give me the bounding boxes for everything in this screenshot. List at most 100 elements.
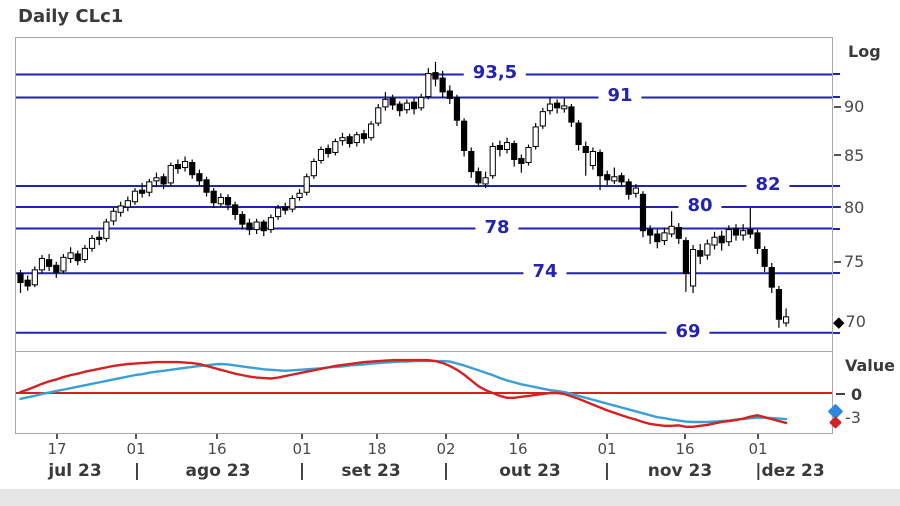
- candle-body: [425, 73, 432, 98]
- candle-body: [167, 165, 174, 184]
- candle-body: [554, 102, 561, 109]
- candle-body: [518, 157, 525, 165]
- indicator-axis-title: Value: [845, 356, 896, 375]
- candle-body: [246, 222, 253, 231]
- candle-body: [232, 204, 239, 215]
- candle-body: [353, 134, 360, 144]
- candle-body: [525, 147, 532, 163]
- candle-body: [604, 174, 611, 181]
- candle-body: [489, 146, 496, 177]
- candle-body: [224, 196, 232, 206]
- indicator-last-value-label: -3: [845, 408, 861, 427]
- candle-body: [725, 229, 732, 243]
- x-axis-day-label: 01: [292, 440, 312, 458]
- candle-body: [432, 72, 439, 80]
- candle-body: [511, 143, 518, 160]
- x-axis-tick-dash: [301, 434, 303, 439]
- candle-body: [332, 141, 339, 153]
- candle-body: [768, 267, 775, 288]
- candle-body: [418, 96, 425, 109]
- candle-body: [482, 177, 489, 185]
- candle-body: [67, 252, 74, 259]
- last-price-diamond-icon: ◆: [833, 312, 845, 331]
- candle-body: [661, 232, 668, 242]
- x-axis-month-label: |: [298, 461, 306, 481]
- candle-body: [160, 176, 167, 185]
- x-axis-month-label: out 23: [499, 461, 561, 481]
- candle-body: [274, 207, 282, 218]
- x-axis-month-label: set 23: [341, 461, 401, 481]
- candle-body: [546, 103, 554, 112]
- price-tick-label: 75: [844, 252, 865, 272]
- tick-dash-icon: [834, 154, 841, 157]
- candle-body: [367, 123, 375, 139]
- indicator-panel[interactable]: [15, 351, 833, 434]
- level-label: 69: [666, 320, 710, 343]
- candle-body: [704, 243, 711, 256]
- candle-body: [625, 181, 632, 195]
- x-axis-month-label: jul 23: [48, 461, 102, 481]
- tick-dash-icon: [834, 260, 841, 263]
- candle-body: [689, 248, 697, 287]
- candle-body: [718, 235, 725, 244]
- x-axis-tick-dash: [684, 434, 686, 439]
- candle-body: [639, 193, 647, 232]
- candle-body: [110, 210, 117, 222]
- x-axis-day-label: 17: [47, 440, 67, 458]
- candle-body: [31, 269, 38, 286]
- price-axis-tick: 75: [834, 252, 864, 272]
- last-price-marker: ◆ 70: [833, 312, 866, 331]
- candle-body: [325, 147, 332, 154]
- candle-body: [317, 148, 325, 161]
- candlestick-series: [17, 61, 790, 328]
- candle-body: [339, 137, 346, 142]
- candle-body: [782, 316, 790, 324]
- level-line-nub: [833, 331, 840, 334]
- candle-body: [389, 97, 396, 106]
- candle-body: [103, 221, 110, 239]
- level-label: 80: [678, 195, 722, 217]
- bottom-strip: [0, 489, 900, 506]
- candle-body: [682, 240, 690, 274]
- candle-body: [46, 259, 53, 267]
- candle-body: [403, 102, 410, 111]
- level-line-nub: [833, 272, 840, 275]
- indicator-line-signal-blue: [19, 359, 788, 424]
- candle-body: [217, 196, 224, 205]
- candle-body: [38, 257, 46, 271]
- candle-body: [346, 136, 353, 145]
- scale-mode-label: Log: [848, 42, 881, 61]
- candle-body: [761, 248, 768, 267]
- tick-dash-icon: [834, 105, 841, 108]
- x-axis-tick-dash: [135, 434, 137, 439]
- x-axis-tick-dash: [445, 434, 447, 439]
- candle-body: [196, 173, 203, 182]
- x-axis-tick-dash: [517, 434, 519, 439]
- candle-body: [174, 164, 182, 170]
- candle-body: [239, 213, 246, 225]
- candle-body: [582, 146, 589, 153]
- candle-body: [124, 200, 131, 208]
- candle-body: [747, 229, 754, 235]
- x-axis-day-label: 02: [436, 440, 456, 458]
- x-axis-month-label: nov 23: [647, 461, 713, 481]
- level-label: 78: [475, 216, 519, 239]
- candle-body: [131, 190, 139, 203]
- x-axis-tick-dash: [757, 434, 759, 439]
- candle-body: [611, 176, 618, 182]
- candle-body: [153, 177, 160, 182]
- candle-body: [382, 98, 389, 108]
- candle-body: [468, 150, 475, 173]
- candle-body: [282, 206, 289, 211]
- candle-body: [181, 160, 189, 169]
- level-label: 74: [523, 261, 567, 284]
- price-axis-tick: 85: [834, 145, 864, 165]
- candle-body: [618, 175, 625, 183]
- chart-title: Daily CLc1: [18, 6, 124, 27]
- level-line-nub: [833, 206, 840, 208]
- indicator-chart-canvas[interactable]: [16, 352, 832, 431]
- candle-body: [267, 217, 275, 231]
- x-axis-tick-dash: [606, 434, 608, 439]
- candle-body: [654, 233, 661, 243]
- candle-body: [439, 77, 446, 93]
